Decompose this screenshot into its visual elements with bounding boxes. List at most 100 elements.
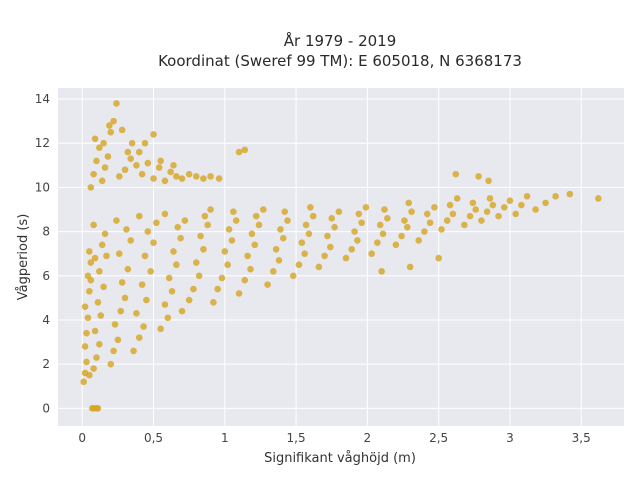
data-point	[232, 217, 240, 224]
x-tick-label: 3,5	[572, 431, 591, 445]
y-tick-label: 2	[42, 357, 50, 371]
data-point	[485, 177, 492, 185]
data-point	[133, 162, 140, 169]
data-point	[421, 228, 428, 235]
data-point	[96, 340, 103, 348]
y-axis-title: Vågperiod (s)	[16, 214, 31, 301]
x-axis-title: Signifikant våghöjd (m)	[264, 451, 416, 466]
data-point	[230, 208, 237, 216]
data-point	[247, 265, 254, 273]
data-point	[200, 245, 207, 253]
data-point	[118, 126, 126, 134]
data-point	[90, 365, 97, 372]
data-point	[178, 307, 186, 315]
data-point	[235, 148, 243, 156]
data-point	[117, 307, 125, 315]
data-point	[128, 139, 136, 147]
data-point	[173, 261, 180, 269]
y-tick-label: 6	[42, 269, 50, 283]
data-point	[133, 310, 140, 317]
data-point	[87, 259, 95, 266]
data-point	[235, 290, 243, 297]
data-point	[215, 175, 223, 182]
data-point	[279, 234, 287, 242]
data-point	[118, 279, 126, 286]
x-tick-label: 3	[506, 431, 514, 445]
data-point	[111, 321, 119, 328]
data-point	[100, 283, 107, 291]
data-point	[228, 237, 236, 244]
data-point	[315, 263, 323, 271]
data-point	[475, 173, 482, 180]
data-point	[101, 164, 109, 171]
data-point	[113, 100, 120, 107]
data-point	[248, 230, 256, 238]
data-point	[453, 195, 461, 202]
data-point	[113, 217, 120, 224]
data-point	[483, 208, 491, 216]
data-point	[147, 268, 154, 275]
data-point	[93, 157, 100, 165]
x-tick-labels: 0 0,5 1 1,5 2 2,5 3 3,5	[78, 431, 590, 445]
data-point	[192, 259, 200, 266]
data-point	[124, 148, 132, 156]
data-point	[168, 287, 176, 295]
data-point	[307, 203, 314, 211]
data-point	[523, 192, 531, 200]
data-point	[140, 323, 147, 330]
data-point	[91, 135, 99, 143]
data-point	[87, 276, 95, 284]
data-point	[185, 296, 193, 304]
data-point	[358, 219, 365, 227]
data-point	[426, 219, 434, 227]
data-point	[500, 203, 508, 211]
data-point	[83, 329, 90, 337]
data-point	[438, 226, 445, 233]
data-point	[275, 257, 283, 264]
data-point	[195, 272, 203, 280]
data-point	[348, 245, 355, 253]
x-tick-label: 1,5	[287, 431, 306, 445]
data-point	[224, 261, 231, 269]
data-point	[327, 243, 334, 251]
data-point	[449, 210, 457, 218]
data-point	[331, 223, 338, 231]
data-point	[167, 168, 174, 176]
data-point	[94, 298, 102, 306]
data-point	[83, 358, 90, 366]
data-point	[144, 228, 152, 235]
data-point	[150, 239, 157, 246]
data-point	[90, 221, 97, 229]
data-point	[435, 254, 442, 262]
x-tick-label: 0	[78, 431, 86, 445]
data-point	[405, 199, 413, 207]
data-point	[431, 203, 438, 211]
data-point	[269, 268, 277, 275]
data-point	[87, 184, 95, 191]
data-point	[321, 252, 328, 260]
data-point	[161, 177, 169, 185]
data-point	[408, 208, 415, 216]
data-point	[251, 241, 259, 249]
data-point	[157, 325, 164, 333]
data-point	[91, 327, 99, 335]
data-point	[392, 241, 400, 249]
data-point	[170, 248, 177, 255]
data-point	[150, 175, 157, 182]
data-point	[368, 250, 375, 257]
data-point	[518, 201, 525, 209]
data-point	[106, 122, 113, 129]
data-point	[415, 237, 423, 244]
data-point	[489, 201, 497, 209]
data-point	[127, 237, 135, 244]
y-tick-label: 12	[35, 136, 50, 150]
data-point	[110, 117, 117, 125]
data-point	[153, 219, 160, 227]
data-point	[241, 276, 249, 284]
data-point	[103, 252, 110, 260]
data-point	[190, 285, 197, 293]
data-point	[100, 139, 107, 147]
data-point	[552, 192, 559, 200]
data-point	[197, 232, 204, 240]
